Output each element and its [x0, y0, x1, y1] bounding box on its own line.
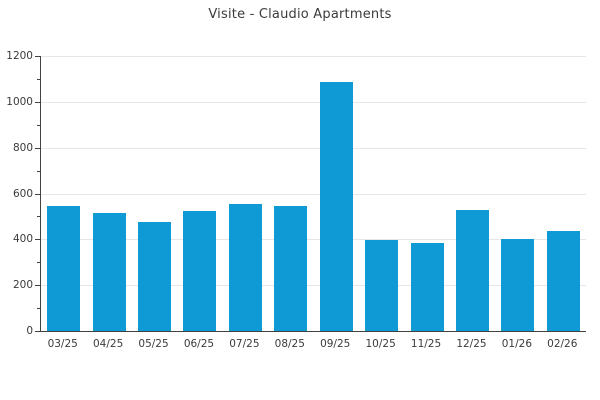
y-tick-minor	[37, 170, 40, 172]
plot-area	[35, 56, 586, 332]
bar-12/25	[455, 209, 489, 331]
x-axis-label: 04/25	[92, 338, 124, 350]
bar-01/26	[501, 239, 535, 331]
x-axis-label: 01/26	[501, 338, 532, 350]
y-tick-minor	[37, 262, 40, 264]
x-axis-label: 07/25	[229, 338, 260, 350]
bar-09/25	[319, 82, 353, 331]
gridline	[41, 285, 586, 287]
gridline	[41, 239, 586, 241]
y-tick-major	[35, 193, 40, 195]
y-tick-major	[35, 101, 40, 103]
y-axis-label: 200	[12, 279, 33, 292]
x-axis-label: 10/25	[365, 338, 396, 350]
bar-05/25	[138, 222, 172, 331]
gridline	[41, 147, 586, 149]
gridline	[41, 56, 586, 57]
x-axis-label: 03/25	[47, 338, 78, 350]
bar-06/25	[183, 210, 217, 331]
y-axis-label: 800	[12, 141, 33, 154]
y-tick-major	[35, 56, 40, 57]
y-axis-label: 600	[12, 187, 33, 200]
y-tick-major	[35, 239, 40, 241]
y-axis-label: 0	[26, 325, 33, 337]
y-tick-major	[35, 285, 40, 287]
y-tick-major	[35, 331, 40, 332]
gridline	[41, 101, 586, 103]
y-tick-minor	[37, 216, 40, 218]
y-axis-label: 400	[12, 233, 33, 246]
y-tick-minor	[37, 124, 40, 126]
bar-11/25	[410, 242, 444, 331]
bar-03/25	[47, 206, 81, 331]
bar-02/26	[546, 231, 580, 331]
y-tick-major	[35, 147, 40, 149]
chart-title: Visite - Claudio Apartments	[208, 7, 392, 22]
x-axis-label: 08/25	[274, 338, 305, 350]
x-axis-label: 09/25	[320, 338, 351, 350]
bar-04/25	[92, 212, 126, 331]
x-axis-label: 06/25	[183, 338, 215, 350]
y-tick-minor	[37, 308, 40, 310]
gridline	[41, 193, 586, 195]
x-axis-label: 11/25	[410, 338, 442, 350]
y-tick-minor	[37, 78, 40, 80]
y-axis-label: 1000	[6, 95, 33, 108]
bar-07/25	[228, 203, 262, 331]
x-axis-label: 05/25	[138, 338, 169, 350]
bar-10/25	[365, 240, 399, 331]
bar-08/25	[274, 206, 308, 331]
x-axis-label: 12/25	[456, 338, 487, 350]
x-axis-label: 02/26	[547, 338, 578, 350]
y-axis-label: 1200	[6, 50, 33, 62]
